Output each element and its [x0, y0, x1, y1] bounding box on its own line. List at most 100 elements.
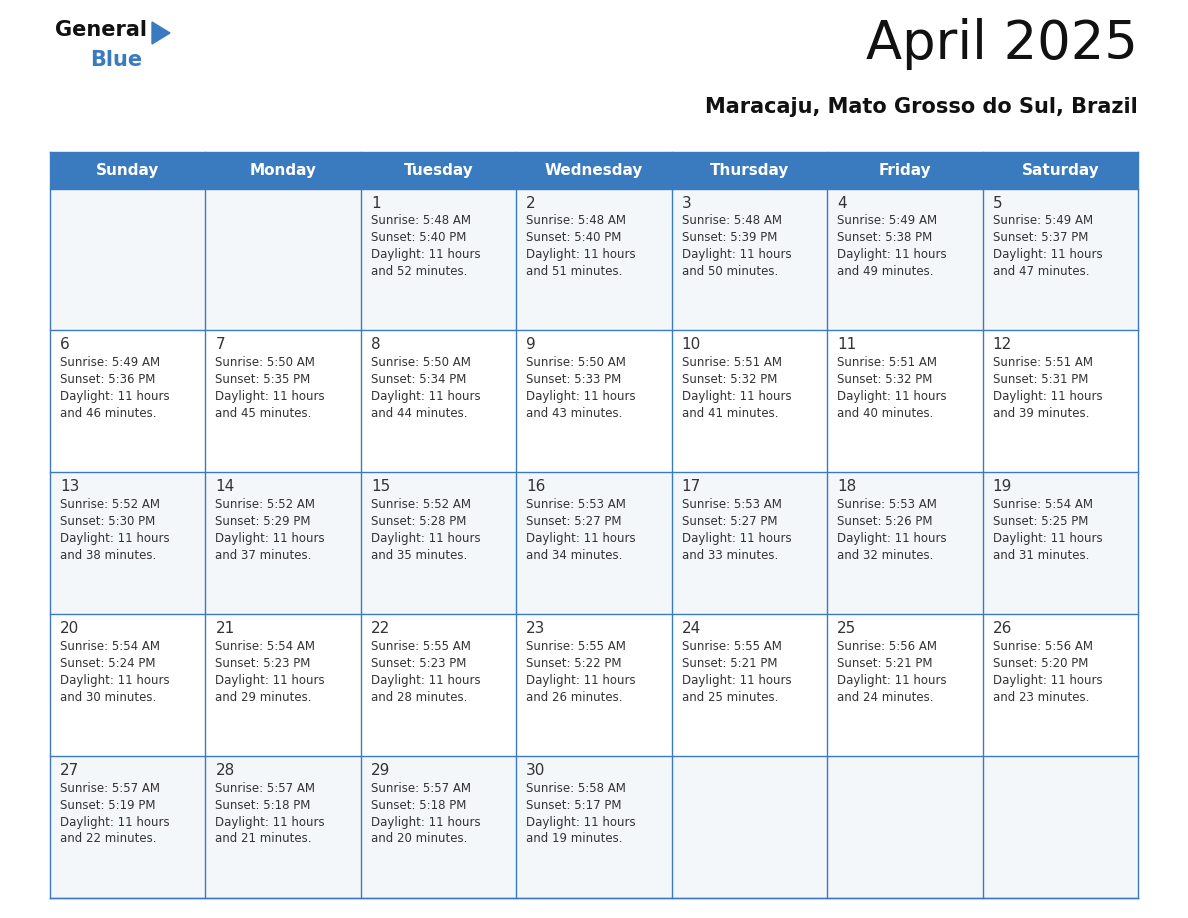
Text: and 32 minutes.: and 32 minutes.	[838, 549, 934, 562]
Text: and 49 minutes.: and 49 minutes.	[838, 265, 934, 278]
Text: 10: 10	[682, 338, 701, 353]
Text: Sunset: 5:31 PM: Sunset: 5:31 PM	[992, 374, 1088, 386]
Text: 26: 26	[992, 621, 1012, 636]
Bar	[50, 756, 206, 898]
Text: and 24 minutes.: and 24 minutes.	[838, 690, 934, 703]
Bar	[982, 614, 1138, 756]
Text: 13: 13	[61, 479, 80, 494]
Text: Monday: Monday	[249, 162, 317, 178]
Bar	[827, 330, 982, 472]
Text: Sunrise: 5:54 AM: Sunrise: 5:54 AM	[215, 640, 316, 654]
Text: Daylight: 11 hours: Daylight: 11 hours	[682, 532, 791, 545]
Text: Sunrise: 5:54 AM: Sunrise: 5:54 AM	[61, 640, 160, 654]
Text: Sunset: 5:30 PM: Sunset: 5:30 PM	[61, 515, 156, 528]
Text: Sunset: 5:37 PM: Sunset: 5:37 PM	[992, 231, 1088, 244]
Text: Daylight: 11 hours: Daylight: 11 hours	[526, 248, 636, 261]
Bar	[50, 472, 206, 614]
Text: Daylight: 11 hours: Daylight: 11 hours	[526, 532, 636, 545]
Bar	[982, 152, 1138, 188]
Text: Sunrise: 5:51 AM: Sunrise: 5:51 AM	[992, 356, 1093, 369]
Text: Sunset: 5:33 PM: Sunset: 5:33 PM	[526, 374, 621, 386]
Text: Daylight: 11 hours: Daylight: 11 hours	[838, 674, 947, 687]
Text: Sunrise: 5:55 AM: Sunrise: 5:55 AM	[682, 640, 782, 654]
Bar	[206, 188, 361, 330]
Text: Sunset: 5:35 PM: Sunset: 5:35 PM	[215, 374, 311, 386]
Bar	[982, 188, 1138, 330]
Text: Sunrise: 5:58 AM: Sunrise: 5:58 AM	[526, 782, 626, 795]
Text: Sunrise: 5:51 AM: Sunrise: 5:51 AM	[682, 356, 782, 369]
Bar	[50, 188, 206, 330]
Text: 23: 23	[526, 621, 545, 636]
Text: Sunrise: 5:49 AM: Sunrise: 5:49 AM	[992, 215, 1093, 228]
Text: Sunset: 5:20 PM: Sunset: 5:20 PM	[992, 657, 1088, 670]
Text: 15: 15	[371, 479, 390, 494]
Text: Daylight: 11 hours: Daylight: 11 hours	[526, 674, 636, 687]
Text: 1: 1	[371, 196, 380, 210]
Bar	[361, 188, 517, 330]
Text: Daylight: 11 hours: Daylight: 11 hours	[215, 816, 326, 829]
Text: and 41 minutes.: and 41 minutes.	[682, 407, 778, 420]
Text: Sunset: 5:24 PM: Sunset: 5:24 PM	[61, 657, 156, 670]
Text: Sunrise: 5:53 AM: Sunrise: 5:53 AM	[682, 498, 782, 511]
Text: Daylight: 11 hours: Daylight: 11 hours	[526, 816, 636, 829]
Text: 30: 30	[526, 763, 545, 778]
Bar	[517, 472, 671, 614]
Text: Sunrise: 5:55 AM: Sunrise: 5:55 AM	[371, 640, 470, 654]
Text: Sunset: 5:38 PM: Sunset: 5:38 PM	[838, 231, 933, 244]
Bar	[982, 330, 1138, 472]
Text: 29: 29	[371, 763, 390, 778]
Text: and 26 minutes.: and 26 minutes.	[526, 690, 623, 703]
Bar	[827, 152, 982, 188]
Text: Sunrise: 5:53 AM: Sunrise: 5:53 AM	[838, 498, 937, 511]
Text: and 47 minutes.: and 47 minutes.	[992, 265, 1089, 278]
Bar	[671, 330, 827, 472]
Text: Tuesday: Tuesday	[404, 162, 474, 178]
Text: and 35 minutes.: and 35 minutes.	[371, 549, 467, 562]
Bar	[50, 614, 206, 756]
Text: 14: 14	[215, 479, 235, 494]
Bar	[206, 614, 361, 756]
Text: Sunrise: 5:54 AM: Sunrise: 5:54 AM	[992, 498, 1093, 511]
Bar	[982, 472, 1138, 614]
Text: April 2025: April 2025	[866, 18, 1138, 70]
Text: Sunrise: 5:52 AM: Sunrise: 5:52 AM	[215, 498, 316, 511]
Text: 24: 24	[682, 621, 701, 636]
Text: Daylight: 11 hours: Daylight: 11 hours	[371, 816, 480, 829]
Text: 11: 11	[838, 338, 857, 353]
Text: 25: 25	[838, 621, 857, 636]
Text: and 44 minutes.: and 44 minutes.	[371, 407, 467, 420]
Text: Sunrise: 5:55 AM: Sunrise: 5:55 AM	[526, 640, 626, 654]
Bar	[827, 614, 982, 756]
Text: Sunset: 5:21 PM: Sunset: 5:21 PM	[838, 657, 933, 670]
Text: Sunrise: 5:56 AM: Sunrise: 5:56 AM	[838, 640, 937, 654]
Text: Daylight: 11 hours: Daylight: 11 hours	[992, 248, 1102, 261]
Text: Sunrise: 5:57 AM: Sunrise: 5:57 AM	[61, 782, 160, 795]
Text: and 31 minutes.: and 31 minutes.	[992, 549, 1089, 562]
Text: 7: 7	[215, 338, 225, 353]
Text: Sunrise: 5:49 AM: Sunrise: 5:49 AM	[838, 215, 937, 228]
Bar	[361, 330, 517, 472]
Text: Sunset: 5:28 PM: Sunset: 5:28 PM	[371, 515, 466, 528]
Text: Sunrise: 5:51 AM: Sunrise: 5:51 AM	[838, 356, 937, 369]
Text: and 37 minutes.: and 37 minutes.	[215, 549, 311, 562]
Text: 21: 21	[215, 621, 235, 636]
Bar	[517, 330, 671, 472]
Text: 17: 17	[682, 479, 701, 494]
Text: Sunrise: 5:57 AM: Sunrise: 5:57 AM	[215, 782, 316, 795]
Text: Blue: Blue	[90, 50, 143, 70]
Text: Wednesday: Wednesday	[545, 162, 643, 178]
Text: Sunrise: 5:52 AM: Sunrise: 5:52 AM	[371, 498, 470, 511]
Text: Daylight: 11 hours: Daylight: 11 hours	[526, 390, 636, 403]
Text: and 33 minutes.: and 33 minutes.	[682, 549, 778, 562]
Text: Daylight: 11 hours: Daylight: 11 hours	[371, 390, 480, 403]
Text: and 22 minutes.: and 22 minutes.	[61, 833, 157, 845]
Text: Daylight: 11 hours: Daylight: 11 hours	[215, 674, 326, 687]
Text: Sunset: 5:40 PM: Sunset: 5:40 PM	[526, 231, 621, 244]
Text: Sunset: 5:27 PM: Sunset: 5:27 PM	[682, 515, 777, 528]
Bar	[517, 152, 671, 188]
Text: General: General	[55, 20, 147, 40]
Text: Sunset: 5:18 PM: Sunset: 5:18 PM	[371, 799, 466, 812]
Text: Daylight: 11 hours: Daylight: 11 hours	[992, 390, 1102, 403]
Text: and 46 minutes.: and 46 minutes.	[61, 407, 157, 420]
Text: 28: 28	[215, 763, 235, 778]
